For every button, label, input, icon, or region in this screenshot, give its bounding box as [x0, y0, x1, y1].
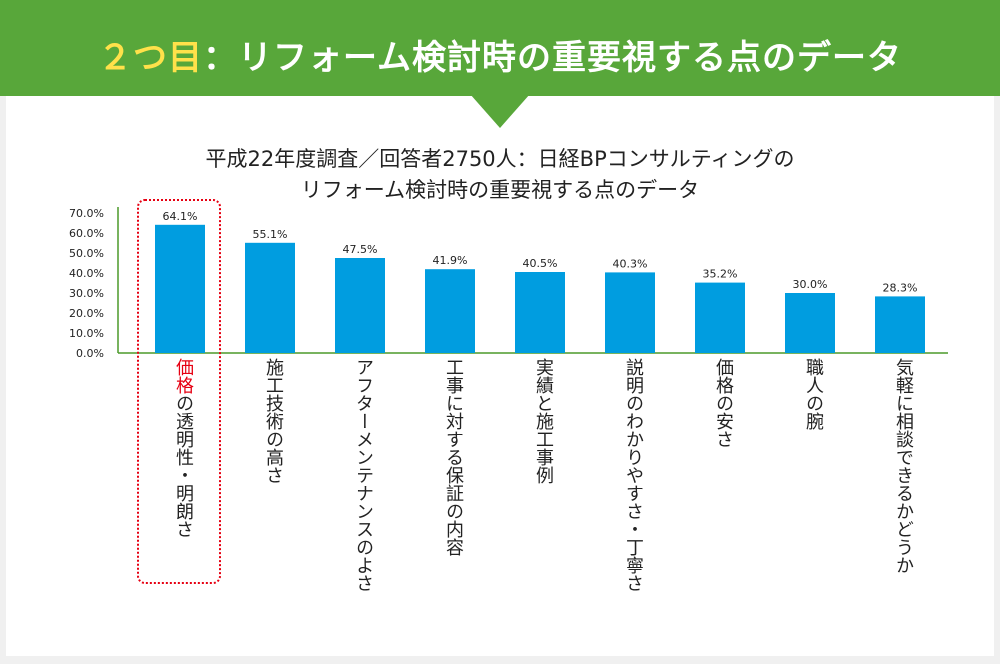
header-banner: ２つ目：リフォーム検討時の重要視する点のデータ: [0, 0, 1000, 96]
bar: [875, 296, 925, 353]
y-tick-label: 60.0%: [69, 227, 104, 240]
chart-title-line-1: 平成22年度調査／回答者2750人：日経BPコンサルティングの: [205, 147, 795, 171]
category-label: 工事に対する保証の内容: [443, 358, 464, 556]
highlight-box: [137, 199, 221, 584]
y-tick-label: 20.0%: [69, 307, 104, 320]
category-label: 実績と施工事例: [533, 358, 554, 484]
banner-number: ２つ目: [98, 38, 203, 78]
category-label: 価格の透明性・明朗さ: [173, 358, 194, 538]
bar: [695, 282, 745, 353]
category-label: 説明のわかりやすさ・丁寧さ: [623, 358, 644, 592]
value-label: 28.3%: [883, 281, 918, 294]
category-label: 施工技術の高さ: [263, 358, 284, 484]
y-tick-label: 50.0%: [69, 247, 104, 260]
bar: [335, 258, 385, 353]
y-tick-label: 70.0%: [69, 207, 104, 220]
value-label: 41.9%: [433, 254, 468, 267]
chart-title: 平成22年度調査／回答者2750人：日経BPコンサルティングの リフォーム検討時…: [0, 144, 1000, 206]
y-tick-label: 10.0%: [69, 327, 104, 340]
bar: [605, 272, 655, 353]
bar: [785, 293, 835, 353]
banner-pointer: [470, 94, 530, 128]
content-panel: [6, 96, 994, 656]
value-label: 30.0%: [793, 278, 828, 291]
value-label: 55.1%: [253, 228, 288, 241]
category-label: アフターメンテナンスのよさ: [353, 358, 374, 592]
y-tick-label: 0.0%: [76, 347, 104, 360]
y-tick-label: 30.0%: [69, 287, 104, 300]
value-label: 47.5%: [343, 243, 378, 256]
banner-title-text: ：リフォーム検討時の重要視する点のデータ: [203, 38, 902, 78]
bar: [425, 269, 475, 353]
value-label: 40.3%: [613, 257, 648, 270]
value-label: 64.1%: [163, 210, 198, 223]
category-label: 気軽に相談できるかどうか: [893, 358, 914, 574]
category-label: 価格の安さ: [713, 358, 734, 448]
chart-title-line-2: リフォーム検討時の重要視する点のデータ: [300, 178, 700, 202]
category-label: 職人の腕: [803, 358, 824, 430]
bar: [515, 272, 565, 353]
bar: [155, 224, 205, 353]
banner-title: ２つ目：リフォーム検討時の重要視する点のデータ: [0, 30, 1000, 79]
value-label: 40.5%: [523, 257, 558, 270]
y-tick-label: 40.0%: [69, 267, 104, 280]
bar: [245, 242, 295, 353]
value-label: 35.2%: [703, 268, 738, 281]
